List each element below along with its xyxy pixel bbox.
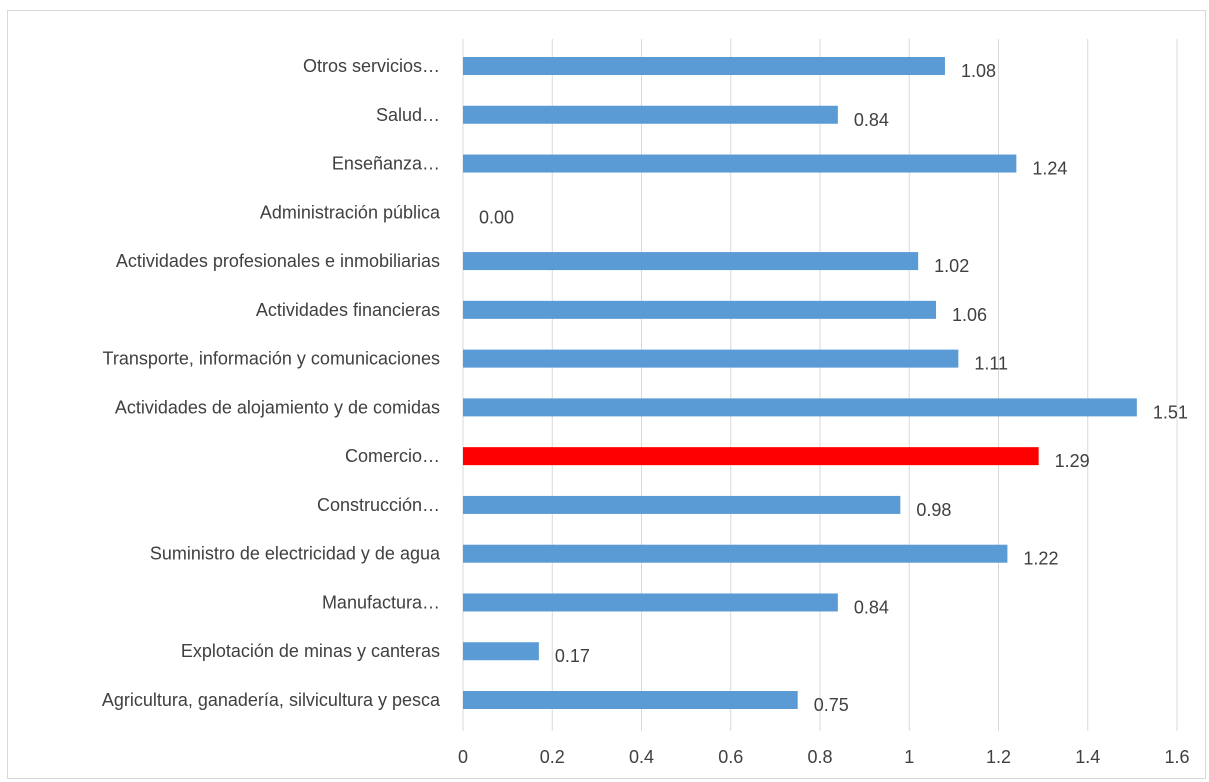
- x-tick-label: 0.4: [629, 747, 654, 767]
- x-tick-label: 0.6: [718, 747, 743, 767]
- x-tick-label: 1.2: [986, 747, 1011, 767]
- bar: [463, 105, 838, 124]
- x-tick-label: 1: [904, 747, 914, 767]
- x-tick-label: 0: [458, 747, 468, 767]
- data-label: 1.08: [961, 61, 996, 81]
- x-tick-label: 1.4: [1075, 747, 1100, 767]
- data-label: 0.98: [916, 500, 951, 520]
- data-label: 1.02: [934, 256, 969, 276]
- bar: [463, 398, 1137, 417]
- category-label: Otros servicios…: [303, 56, 440, 76]
- data-label: 0.75: [814, 695, 849, 715]
- bar: [463, 57, 945, 75]
- bars: [463, 57, 1137, 710]
- bar: [463, 495, 901, 514]
- category-labels: Agricultura, ganadería, silvicultura y p…: [102, 56, 441, 710]
- category-label: Explotación de minas y canteras: [181, 641, 440, 661]
- bar: [463, 593, 838, 612]
- value-labels: 0.75 0.17 0.84 1.22 0.98 1.29 1.51 1.11 1.06 1.02…: [479, 61, 1188, 715]
- bar: [463, 642, 539, 661]
- bar: [463, 544, 1008, 563]
- category-label: Administración pública: [260, 202, 441, 222]
- data-label: 0.00: [479, 207, 514, 227]
- bar: [463, 252, 919, 271]
- data-label: 0.17: [555, 646, 590, 666]
- category-label: Enseñanza…: [332, 154, 440, 174]
- data-label: 1.22: [1023, 549, 1058, 569]
- bar-chart: Agricultura, ganadería, silvicultura y p…: [102, 39, 1190, 767]
- gridlines: [462, 39, 1178, 731]
- category-label: Actividades financieras: [256, 300, 440, 320]
- x-axis-ticks: 0 0.2 0.4 0.6 0.8 1 1.2 1.4 1.6: [458, 747, 1190, 767]
- x-tick-label: 0.2: [540, 747, 565, 767]
- category-label: Construcción…: [317, 495, 440, 515]
- bar: [463, 691, 798, 710]
- category-label: Agricultura, ganadería, silvicultura y p…: [102, 690, 441, 710]
- data-label: 0.84: [854, 110, 889, 130]
- category-label: Transporte, información y comunicaciones: [103, 349, 440, 369]
- x-tick-label: 0.8: [807, 747, 832, 767]
- category-label: Manufactura…: [322, 592, 440, 612]
- data-label: 1.51: [1153, 402, 1188, 422]
- bar: [463, 447, 1039, 466]
- chart-frame: Agricultura, ganadería, silvicultura y p…: [7, 10, 1206, 779]
- data-label: 1.29: [1055, 451, 1090, 471]
- category-label: Actividades profesionales e inmobiliaria…: [116, 251, 440, 271]
- data-label: 0.84: [854, 597, 889, 617]
- x-tick-label: 1.6: [1164, 747, 1189, 767]
- bar: [463, 349, 959, 368]
- data-label: 1.06: [952, 305, 987, 325]
- bar: [463, 154, 1017, 173]
- category-label: Salud…: [376, 105, 440, 125]
- data-label: 1.11: [974, 354, 1008, 374]
- category-label: Comercio…: [345, 446, 440, 466]
- category-label: Actividades de alojamiento y de comidas: [115, 397, 440, 417]
- data-label: 1.24: [1032, 159, 1067, 179]
- bar: [463, 300, 937, 319]
- category-label: Suministro de electricidad y de agua: [150, 544, 441, 564]
